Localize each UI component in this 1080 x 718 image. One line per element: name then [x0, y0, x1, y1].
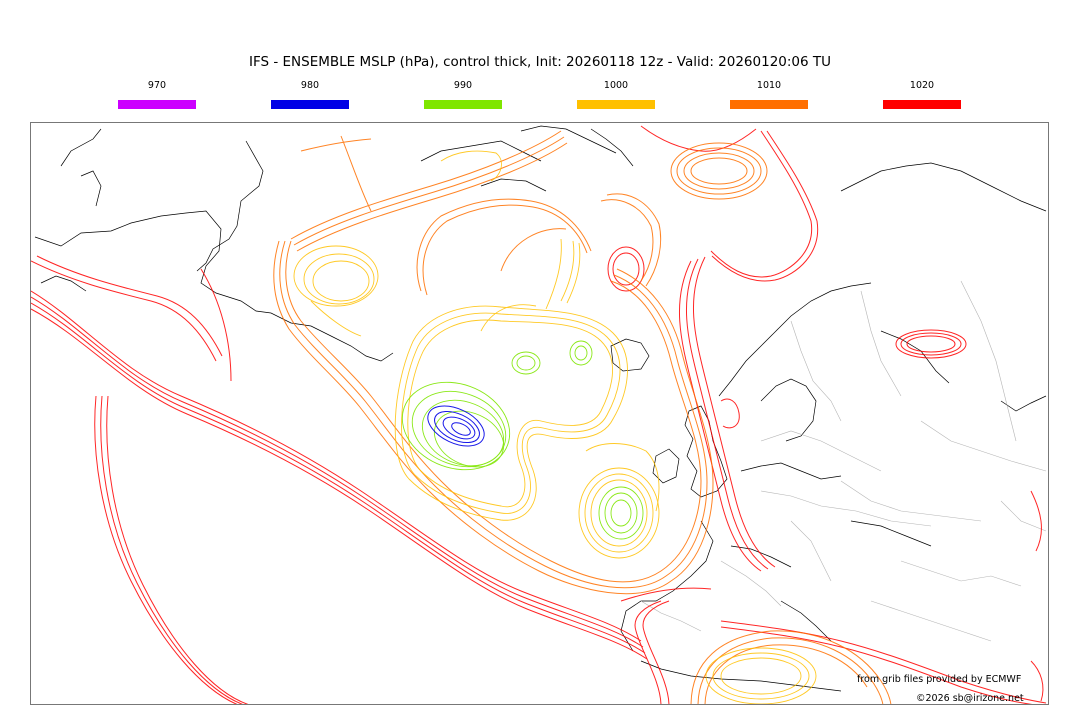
coastlines — [34, 125, 1047, 692]
legend-item-1010: 1010 — [730, 78, 808, 109]
legend-swatch-1000 — [577, 100, 655, 109]
isobars-1010 — [273, 130, 892, 704]
legend-item-970: 970 — [118, 78, 196, 109]
data-source-credit: from grib files provided by ECMWF — [857, 674, 1022, 685]
legend-label-1020: 1020 — [909, 80, 935, 91]
legend-label-1000: 1000 — [603, 80, 629, 91]
legend-label-970: 970 — [147, 80, 167, 91]
isobars-990 — [401, 340, 644, 540]
legend-item-980: 980 — [271, 78, 349, 109]
copyright-credit: ©2026 sb@irizone.net — [916, 693, 1024, 704]
legend-swatch-970 — [118, 100, 196, 109]
country-borders — [640, 280, 1047, 642]
legend-swatch-1010 — [730, 100, 808, 109]
legend-item-1020: 1020 — [883, 78, 961, 109]
legend-swatch-990 — [424, 100, 502, 109]
legend-label-1010: 1010 — [756, 80, 782, 91]
map-frame: from grib files provided by ECMWF ©2026 … — [30, 122, 1049, 705]
legend-label-980: 980 — [300, 80, 320, 91]
legend-item-990: 990 — [424, 78, 502, 109]
isobars-1020 — [31, 125, 1047, 704]
legend-label-990: 990 — [453, 80, 473, 91]
legend-item-1000: 1000 — [577, 78, 655, 109]
isobars-980 — [427, 405, 485, 447]
legend-swatch-1020 — [883, 100, 961, 109]
map-canvas — [31, 125, 1047, 704]
legend-swatch-980 — [271, 100, 349, 109]
chart-title: IFS - ENSEMBLE MSLP (hPa), control thick… — [248, 54, 832, 70]
isobars-1000 — [293, 150, 817, 704]
